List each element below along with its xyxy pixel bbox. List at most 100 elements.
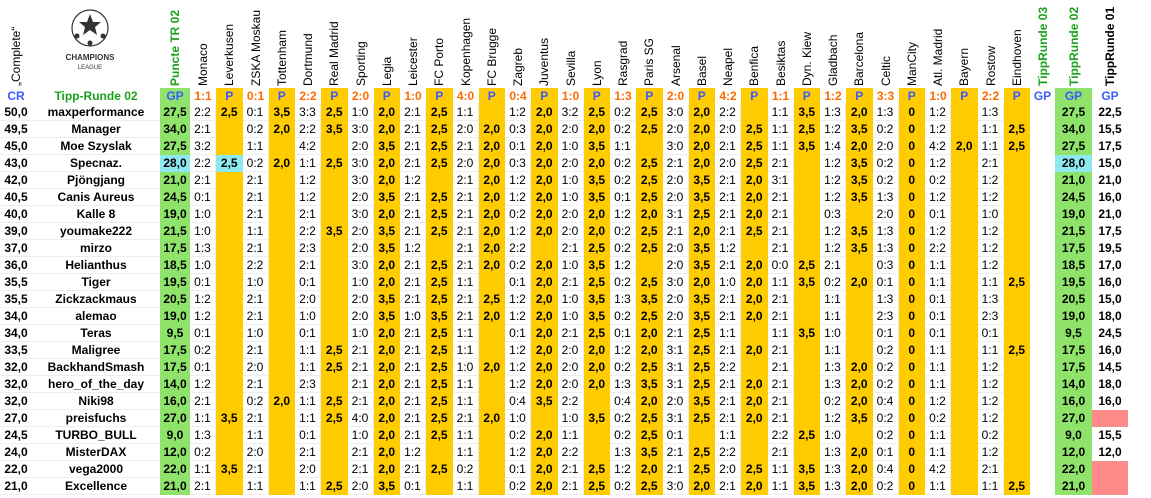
round-cell: 34,0 <box>1061 122 1086 136</box>
tip-cell: 2:1 <box>295 444 321 461</box>
tip-cell: 2:1 <box>767 393 794 410</box>
tip-cell: 0:1 <box>872 325 899 342</box>
tip-cell: 0:1 <box>400 478 426 495</box>
cr-cell: 50,0 <box>0 104 32 121</box>
points-cell <box>951 291 978 308</box>
points-cell: 3,5 <box>693 394 711 408</box>
tip-cell: 4:2 <box>295 138 321 155</box>
points-cell: 2,0 <box>378 394 396 408</box>
round-cell: 27,5 <box>1061 139 1086 153</box>
points-cell: 2,5 <box>325 343 343 357</box>
tip-cell: 1:2 <box>505 342 531 359</box>
points-cell: 2,5 <box>216 155 243 172</box>
points-cell <box>216 240 243 257</box>
points-cell: 2,0 <box>640 462 658 476</box>
points-column <box>583 88 610 495</box>
tip-cell: 1:2 <box>977 240 1004 257</box>
tip-cell: 2:1 <box>557 274 584 291</box>
match-result: 1:0 <box>404 89 422 103</box>
points-cell: 2,0 <box>378 258 396 272</box>
column-header: Legia <box>379 56 394 86</box>
tip-cell: 0:1 <box>925 206 951 223</box>
tip-cell: 1:1 <box>925 478 951 495</box>
tip-cell: 3:1 <box>662 359 689 376</box>
points-cell <box>321 257 348 274</box>
points-cell <box>479 393 506 410</box>
match-result: 0:4 <box>509 89 527 103</box>
points-cell <box>321 461 348 478</box>
tip-cell: 1:1 <box>242 223 269 240</box>
points-cell: 0 <box>908 445 916 459</box>
points-cell: 2,0 <box>483 156 501 170</box>
tip-cell: 1:2 <box>925 393 951 410</box>
points-cell: 3,5 <box>640 445 658 459</box>
points-cell: 2,5 <box>325 156 343 170</box>
tip-cell: 2:0 <box>715 155 741 172</box>
gp-cell: 22,0 <box>163 462 187 476</box>
tip-cell: 1:0 <box>347 274 374 291</box>
points-cell: 2,0 <box>535 360 553 374</box>
tip-cell: 1:2 <box>610 342 636 359</box>
points-cell: 2,0 <box>378 326 396 340</box>
gp-cell: 27,5 <box>163 105 187 119</box>
tip-cell: 2:1 <box>242 291 269 308</box>
name-cell: Canis Aureus <box>32 189 160 206</box>
points-column <box>321 88 348 495</box>
gp-cell: 19,0 <box>163 309 187 323</box>
header-cell: P <box>435 89 444 103</box>
tip-cell: 2:1 <box>767 376 794 393</box>
column-header: Rostow <box>983 45 998 86</box>
points-cell: 2,5 <box>745 156 763 170</box>
tip-cell: 2:0 <box>872 138 899 155</box>
points-cell: 2,0 <box>850 360 868 374</box>
tip-cell: 2:1 <box>190 172 216 189</box>
points-cell: 2,0 <box>483 122 501 136</box>
tip-cell: 1:0 <box>820 427 846 444</box>
match-result: 0:1 <box>246 89 265 103</box>
tip-cell: 2:1 <box>557 325 584 342</box>
tip-cell: 1:1 <box>925 427 951 444</box>
points-cell: 2,0 <box>850 105 868 119</box>
points-cell: 2,0 <box>588 156 606 170</box>
round-cell: 15,0 <box>1098 292 1122 306</box>
points-cell <box>269 461 296 478</box>
points-cell: 2,5 <box>430 292 448 306</box>
points-cell <box>269 410 296 427</box>
points-cell <box>584 444 611 461</box>
tip-cell: 2:0 <box>295 461 321 478</box>
points-cell: 3,5 <box>378 479 396 493</box>
points-cell: 0 <box>908 326 916 340</box>
tip-cell: 2:0 <box>557 155 584 172</box>
tip-cell: 1:0 <box>557 308 584 325</box>
points-cell: 3,5 <box>850 156 868 170</box>
points-cell <box>1004 291 1031 308</box>
points-cell <box>794 206 821 223</box>
tip-cell: 1:1 <box>925 376 951 393</box>
tip-cell: 1:0 <box>242 274 269 291</box>
tip-cell: 1:1 <box>767 104 794 121</box>
tip-cell: 1:0 <box>715 274 741 291</box>
tip-cell: 2:3 <box>977 308 1004 325</box>
tip-cell: 2:1 <box>242 308 269 325</box>
round-cell: 17,5 <box>1061 241 1086 255</box>
points-cell: 2,0 <box>745 258 763 272</box>
points-column <box>531 88 558 495</box>
tip-cell: 3:0 <box>662 478 689 495</box>
points-cell <box>216 172 243 189</box>
tip-cell: 0:1 <box>505 461 531 478</box>
name-cell: Tiger <box>32 274 160 291</box>
tip-cell: 0:2 <box>872 376 899 393</box>
points-cell <box>321 206 348 223</box>
column-header: Zagreb <box>511 47 525 86</box>
match-result: 2:0 <box>666 89 685 103</box>
points-cell: 3,5 <box>325 122 343 136</box>
tip-cell: 0:2 <box>925 410 951 427</box>
points-cell: 2,0 <box>693 479 711 493</box>
points-cell <box>479 427 506 444</box>
tip-cell: 1:1 <box>767 274 794 291</box>
points-cell <box>321 444 348 461</box>
points-cell: 2,5 <box>483 292 501 306</box>
tip-cell: 1:1 <box>295 155 321 172</box>
points-cell: 3,5 <box>378 292 396 306</box>
cr-cell: 40,0 <box>0 206 32 223</box>
